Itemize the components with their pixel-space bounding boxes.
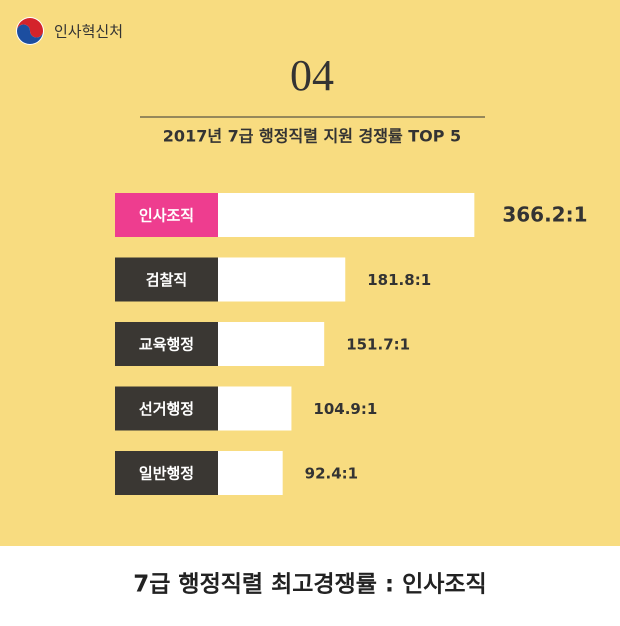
value-label: 151.7:1 — [346, 336, 410, 354]
value-label: 92.4:1 — [305, 465, 358, 483]
subtitle: 2017년 7급 행정직렬 지원 경쟁률 TOP 5 — [163, 127, 461, 146]
category-label: 인사조직 — [139, 207, 194, 225]
category-box — [115, 386, 218, 431]
category-box — [115, 451, 218, 495]
category-label: 선거행정 — [139, 400, 194, 418]
bar — [218, 322, 325, 366]
bar — [218, 257, 346, 302]
footer-text: 7급 행정직렬 최고경쟁률 : 인사조직 — [133, 572, 486, 598]
bar — [218, 451, 283, 495]
chart-title: 04 — [290, 51, 334, 100]
value-label: 104.9:1 — [313, 400, 377, 418]
category-label: 일반행정 — [139, 465, 194, 483]
bar — [218, 193, 475, 237]
value-label: 366.2:1 — [502, 203, 587, 227]
category-label: 검찰직 — [146, 271, 187, 289]
bar — [218, 386, 292, 431]
value-label: 181.8:1 — [367, 271, 431, 289]
category-label: 교육행정 — [139, 336, 194, 354]
category-box — [115, 322, 218, 366]
logo — [16, 17, 44, 45]
footer-band — [0, 546, 620, 626]
category-box — [115, 257, 218, 302]
category-box — [115, 193, 218, 237]
brand: 인사혁신처 — [54, 23, 123, 41]
